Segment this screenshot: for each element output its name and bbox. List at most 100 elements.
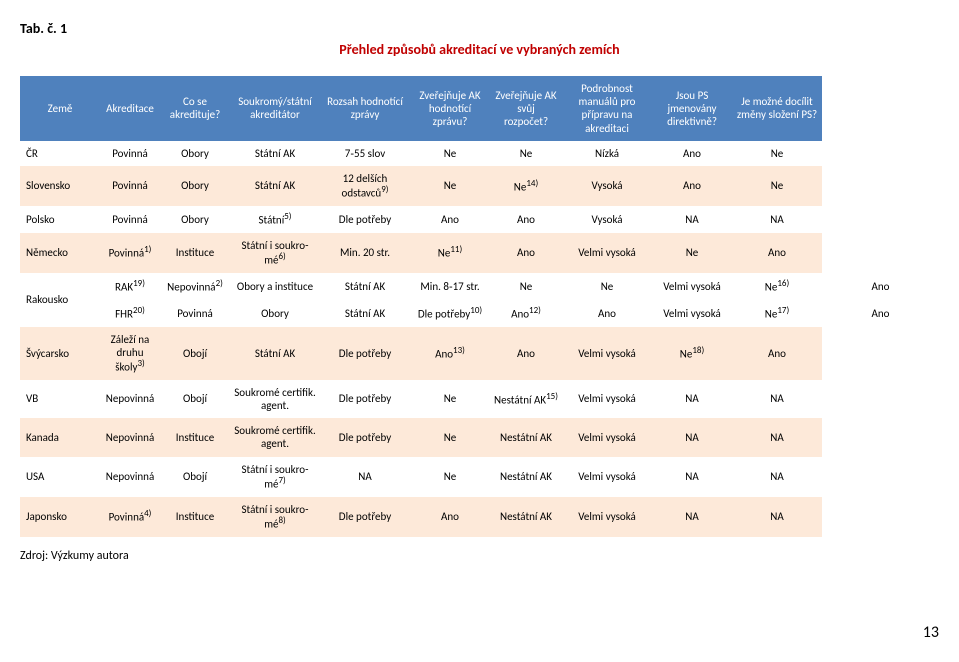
table-cell: Velmi vysoká <box>562 327 652 380</box>
table-cell: Vysoká <box>562 166 652 206</box>
table-cell: Ne <box>410 457 490 497</box>
table-cell: Ne <box>490 141 562 166</box>
country-cell: Švýcarsko <box>20 327 100 380</box>
table-cell: NA <box>652 457 732 497</box>
table-cell: Ne <box>410 141 490 166</box>
table-cell: Nestátní AK <box>490 418 562 456</box>
table-cell: Obory <box>230 300 320 327</box>
table-cell: Soukromé certi­fik. agent. <box>230 380 320 418</box>
table-cell: Obory <box>160 166 230 206</box>
table-cell: Instituce <box>160 497 230 537</box>
table-cell: Vysoká <box>562 206 652 233</box>
table-cell: 12 delších odstavců9) <box>320 166 410 206</box>
table-cell: Státní i soukro­mé7) <box>230 457 320 497</box>
table-cell: NA <box>732 457 822 497</box>
table-cell: Povinná <box>100 141 160 166</box>
table-cell: 7‐55 slov <box>320 141 410 166</box>
table-cell: Ano <box>732 327 822 380</box>
table-cell: NA <box>652 206 732 233</box>
table-cell: Státní AK <box>230 166 320 206</box>
table-row: RakouskoRAK19)Nepovinná2)Obory a institu… <box>20 273 939 300</box>
table-cell: Ano <box>652 141 732 166</box>
table-cell: NA <box>320 457 410 497</box>
table-cell: Ne <box>562 273 652 300</box>
table-cell: Ano <box>490 233 562 273</box>
table-cell: Obojí <box>160 457 230 497</box>
page-number: 13 <box>20 623 939 642</box>
table-cell: Ne11) <box>410 233 490 273</box>
table-cell: Ne16) <box>732 273 822 300</box>
table-header-cell: Rozsah hodno­tící zprávy <box>320 76 410 141</box>
table-cell: NA <box>732 418 822 456</box>
table-cell: Ano12) <box>490 300 562 327</box>
country-cell: Německo <box>20 233 100 273</box>
table-cell: Záleží na druhu školy3) <box>100 327 160 380</box>
table-cell: RAK19) <box>100 273 160 300</box>
table-row: JaponskoPovinná4)InstituceStátní i soukr… <box>20 497 939 537</box>
table-header-cell: Je možné docílit změ­ny složení PS? <box>732 76 822 141</box>
table-cell: Ano <box>822 273 939 300</box>
country-cell: Slovensko <box>20 166 100 206</box>
table-cell: Instituce <box>160 233 230 273</box>
table-row: NěmeckoPovinná1)InstituceStátní i soukro… <box>20 233 939 273</box>
table-cell: Ano <box>410 497 490 537</box>
table-cell: Nízká <box>562 141 652 166</box>
table-header-cell: Jsou PS jmenovány direktivně? <box>652 76 732 141</box>
table-cell: Obory a instituce <box>230 273 320 300</box>
table-header-cell: Zveřejňuje AK hodnotící zprávu? <box>410 76 490 141</box>
table-cell: Dle potřeby10) <box>410 300 490 327</box>
table-row: PolskoPovinnáOboryStátní5)Dle potřebyAno… <box>20 206 939 233</box>
table-cell: Nestátní AK15) <box>490 380 562 418</box>
table-cell: Povinná <box>160 300 230 327</box>
table-cell: Velmi vysoká <box>562 418 652 456</box>
table-cell: Dle potřeby <box>320 206 410 233</box>
table-cell: Ne <box>732 141 822 166</box>
table-title: Přehled způsobů akreditací ve vybraných … <box>20 41 939 58</box>
table-cell: Obojí <box>160 327 230 380</box>
table-cell: Ano <box>652 166 732 206</box>
table-cell: Ne <box>410 380 490 418</box>
table-cell: Nestátní AK <box>490 497 562 537</box>
accreditation-table: ZeměAkreditaceCo se akredituje?Soukromý/… <box>20 76 939 537</box>
table-cell: Obory <box>160 141 230 166</box>
table-cell: Ne <box>410 166 490 206</box>
table-cell: Ano <box>490 206 562 233</box>
table-cell: Ne14) <box>490 166 562 206</box>
table-cell: Povinná <box>100 166 160 206</box>
table-header-cell: Podrobnost manuálů pro přípravu na akred… <box>562 76 652 141</box>
table-cell: Nepovinná <box>100 418 160 456</box>
country-cell: Kanada <box>20 418 100 456</box>
table-cell: Velmi vysoká <box>562 457 652 497</box>
table-cell: NA <box>732 380 822 418</box>
table-cell: Povinná <box>100 206 160 233</box>
table-cell: Nepovinná <box>100 380 160 418</box>
table-row: SlovenskoPovinnáOboryStátní AK12 delších… <box>20 166 939 206</box>
country-cell: USA <box>20 457 100 497</box>
table-cell: NA <box>732 206 822 233</box>
table-cell: Nepovinná2) <box>160 273 230 300</box>
table-cell: Soukromé certi­fik. agent. <box>230 418 320 456</box>
table-row: VBNepovinnáObojíSoukromé certi­fik. agen… <box>20 380 939 418</box>
table-cell: Obojí <box>160 380 230 418</box>
country-cell: ČR <box>20 141 100 166</box>
table-row: KanadaNepovinnáInstituceSoukromé certi­f… <box>20 418 939 456</box>
table-cell: Nestátní AK <box>490 457 562 497</box>
table-header-row: ZeměAkreditaceCo se akredituje?Soukromý/… <box>20 76 939 141</box>
table-cell: FHR20) <box>100 300 160 327</box>
country-cell: Polsko <box>20 206 100 233</box>
table-cell: Dle potřeby <box>320 327 410 380</box>
table-cell: NA <box>652 380 732 418</box>
table-cell: Velmi vysoká <box>562 380 652 418</box>
table-cell: Povinná1) <box>100 233 160 273</box>
table-cell: Velmi vysoká <box>652 300 732 327</box>
table-row: FHR20)PovinnáOboryStátní AKDle potřeby10… <box>20 300 939 327</box>
table-header-cell: Akreditace <box>100 76 160 141</box>
table-cell: NA <box>732 497 822 537</box>
table-cell: Ne <box>410 418 490 456</box>
country-cell: VB <box>20 380 100 418</box>
table-cell: Ano <box>822 300 939 327</box>
table-cell: Velmi vysoká <box>562 497 652 537</box>
table-number: Tab. č. 1 <box>20 20 939 37</box>
table-cell: Dle potřeby <box>320 380 410 418</box>
table-cell: Dle potřeby <box>320 497 410 537</box>
